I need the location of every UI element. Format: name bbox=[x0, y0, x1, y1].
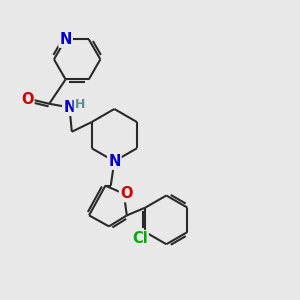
Text: H: H bbox=[75, 98, 85, 112]
Text: O: O bbox=[120, 186, 133, 201]
Text: N: N bbox=[108, 154, 121, 169]
Text: O: O bbox=[21, 92, 34, 107]
Text: Cl: Cl bbox=[132, 231, 148, 246]
Text: N: N bbox=[63, 100, 76, 115]
Text: N: N bbox=[59, 32, 72, 47]
